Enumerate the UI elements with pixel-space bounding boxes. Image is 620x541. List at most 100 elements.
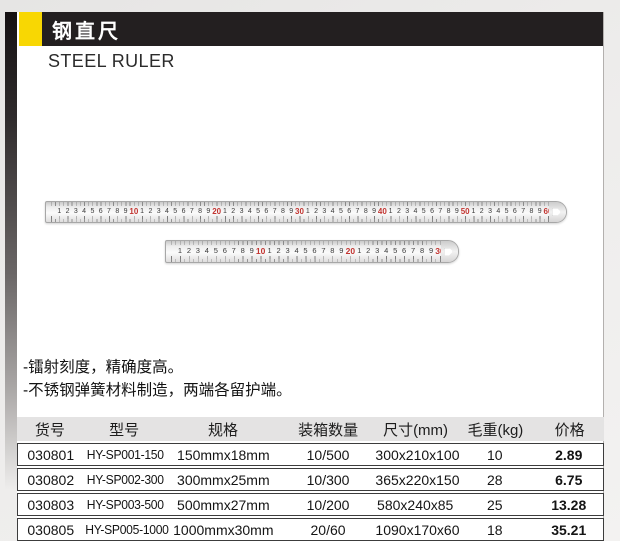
ruler-number: 2 <box>231 208 236 215</box>
ruler-number: 4 <box>330 208 335 215</box>
ruler-number: 2 <box>366 246 371 255</box>
ruler-number: 5 <box>421 208 426 215</box>
ruler-number: 9 <box>428 246 434 255</box>
ruler-number: 1 <box>471 208 476 215</box>
ruler-number: 9 <box>454 208 459 215</box>
accent-square-icon <box>19 12 42 46</box>
ruler-number: 9 <box>206 208 211 215</box>
ruler-number: 2 <box>314 208 319 215</box>
ruler-number: 3 <box>488 208 492 215</box>
spec-table: 货号 型号 规格 装箱数量 尺寸(mm) 毛重(kg) 价格 030801 HY-… <box>17 417 604 541</box>
ruler-number: 1 <box>140 208 145 215</box>
column-header: 货号 <box>34 421 65 439</box>
ruler-hanging-hole-icon <box>444 247 453 256</box>
ruler-number: 3 <box>375 246 380 255</box>
ruler-number: 7 <box>438 208 443 215</box>
column-header: 尺寸(mm) <box>383 421 449 439</box>
ruler-number: 7 <box>189 208 194 215</box>
ruler-number: 7 <box>411 246 416 255</box>
ruler-number: 5 <box>504 208 509 215</box>
ruler-number: 4 <box>413 208 418 215</box>
ruler-photo-long: 1 2 3 4 5 6 7 8 9 10 1 2 3 4 5 6 7 8 9 20 1 2 3 4 5 6 7 8 9 30 1 2 3 4 5 6 7… <box>45 201 567 223</box>
page-title-cn: 钢直尺 <box>52 20 121 43</box>
table-cell: 18 <box>486 521 503 538</box>
ruler-number: 1 <box>305 208 310 215</box>
table-cell: 300x210x100 <box>375 446 460 463</box>
table-cell: 300mmx25mm <box>177 471 270 488</box>
column-header: 价格 <box>554 421 585 439</box>
ruler-number: 60 <box>543 207 553 216</box>
ruler-number: 3 <box>73 208 78 215</box>
ruler-number: 3 <box>156 208 161 215</box>
ruler-number: 8 <box>330 246 335 255</box>
ruler-number: 2 <box>186 246 192 255</box>
catalog-page: 钢直尺 STEEL RULER 1 2 3 4 5 6 7 8 9 10 1 2 3 4 5 6 7 8 9 20 1 2… <box>17 12 604 541</box>
ruler-number: 50 <box>460 207 470 216</box>
ruler-number: 6 <box>312 246 317 255</box>
table-row: 030805 HY-SP005-1000 1000mmx30mm 20/60 1090x… <box>17 518 604 541</box>
table-cell: 10/200 <box>306 496 350 513</box>
ruler-number: 3 <box>195 246 200 255</box>
table-cell: HY-SP003-500 <box>86 497 164 512</box>
table-cell: 030802 <box>27 471 75 488</box>
ruler-number: 8 <box>363 208 368 215</box>
table-cell: 13.28 <box>551 496 587 513</box>
ruler-number: 9 <box>339 246 344 255</box>
ruler-number: 8 <box>198 208 203 215</box>
table-row: 030802 HY-SP002-300 300mmx25mm 10/300 365x22… <box>17 468 604 491</box>
ruler-number: 1 <box>222 208 227 215</box>
ruler-number: 6 <box>98 208 103 215</box>
table-cell: 365x220x150 <box>375 471 460 488</box>
ruler-tick-marks <box>171 241 443 245</box>
table-cell: 580x240x85 <box>377 496 454 513</box>
ruler-number: 8 <box>280 208 285 215</box>
ruler-number: 9 <box>289 208 294 215</box>
ruler-number: 4 <box>496 208 501 215</box>
ruler-number: 5 <box>173 208 178 215</box>
ruler-number: 10 <box>129 207 139 216</box>
table-cell: 10/300 <box>306 471 350 488</box>
ruler-number: 3 <box>285 246 290 255</box>
ruler-number: 6 <box>264 208 269 215</box>
table-cell: 150mmx18mm <box>177 446 270 463</box>
feature-item: -镭射刻度，精确度高。 <box>23 359 184 376</box>
table-cell: 030803 <box>27 496 75 513</box>
ruler-number: 4 <box>82 208 87 215</box>
table-cell: 10 <box>486 446 503 463</box>
table-cell: 1090x170x60 <box>375 521 460 538</box>
table-cell: 1000mmx30mm <box>173 521 274 538</box>
ruler-number: 5 <box>256 208 261 215</box>
ruler-tick-marks <box>51 219 551 222</box>
ruler-number: 2 <box>148 208 153 215</box>
table-cell: 28 <box>486 471 503 488</box>
ruler-number: 6 <box>181 208 186 215</box>
ruler-number: 5 <box>90 208 95 215</box>
table-row: 030801 HY-SP001-150 150mmx18mm 10/500 300x21… <box>17 443 604 466</box>
table-cell: 030805 <box>27 521 75 538</box>
ruler-number: 30 <box>295 207 304 216</box>
ruler-number: 4 <box>204 246 209 255</box>
ruler-number: 9 <box>372 208 376 215</box>
ruler-tick-marks <box>171 259 443 262</box>
ruler-number: 8 <box>419 246 425 255</box>
ruler-number: 7 <box>521 208 526 215</box>
table-cell: 25 <box>486 496 503 513</box>
ruler-number: 2 <box>479 208 484 215</box>
ruler-number: 6 <box>347 208 352 215</box>
ruler-number: 30 <box>435 246 445 256</box>
table-cell: HY-SP005-1000 <box>84 522 169 537</box>
table-cell: 2.89 <box>555 446 583 463</box>
ruler-number: 7 <box>272 208 277 215</box>
ruler-number: 9 <box>249 246 254 255</box>
table-cell: HY-SP002-300 <box>86 472 164 487</box>
spec-table-body: 030801 HY-SP001-150 150mmx18mm 10/500 300x21… <box>17 443 604 541</box>
ruler-number: 6 <box>512 208 517 215</box>
ruler-number: 3 <box>322 208 327 215</box>
ruler-hanging-hole-icon <box>552 208 561 216</box>
feature-list: -镭射刻度，精确度高。 -不锈钢弹簧材料制造，两端各留护端。 <box>23 356 292 402</box>
ruler-number: 5 <box>213 246 218 255</box>
page-spine-shadow <box>5 12 17 490</box>
ruler-number: 8 <box>446 208 451 215</box>
ruler-number: 1 <box>388 208 393 215</box>
ruler-number: 6 <box>430 208 434 215</box>
